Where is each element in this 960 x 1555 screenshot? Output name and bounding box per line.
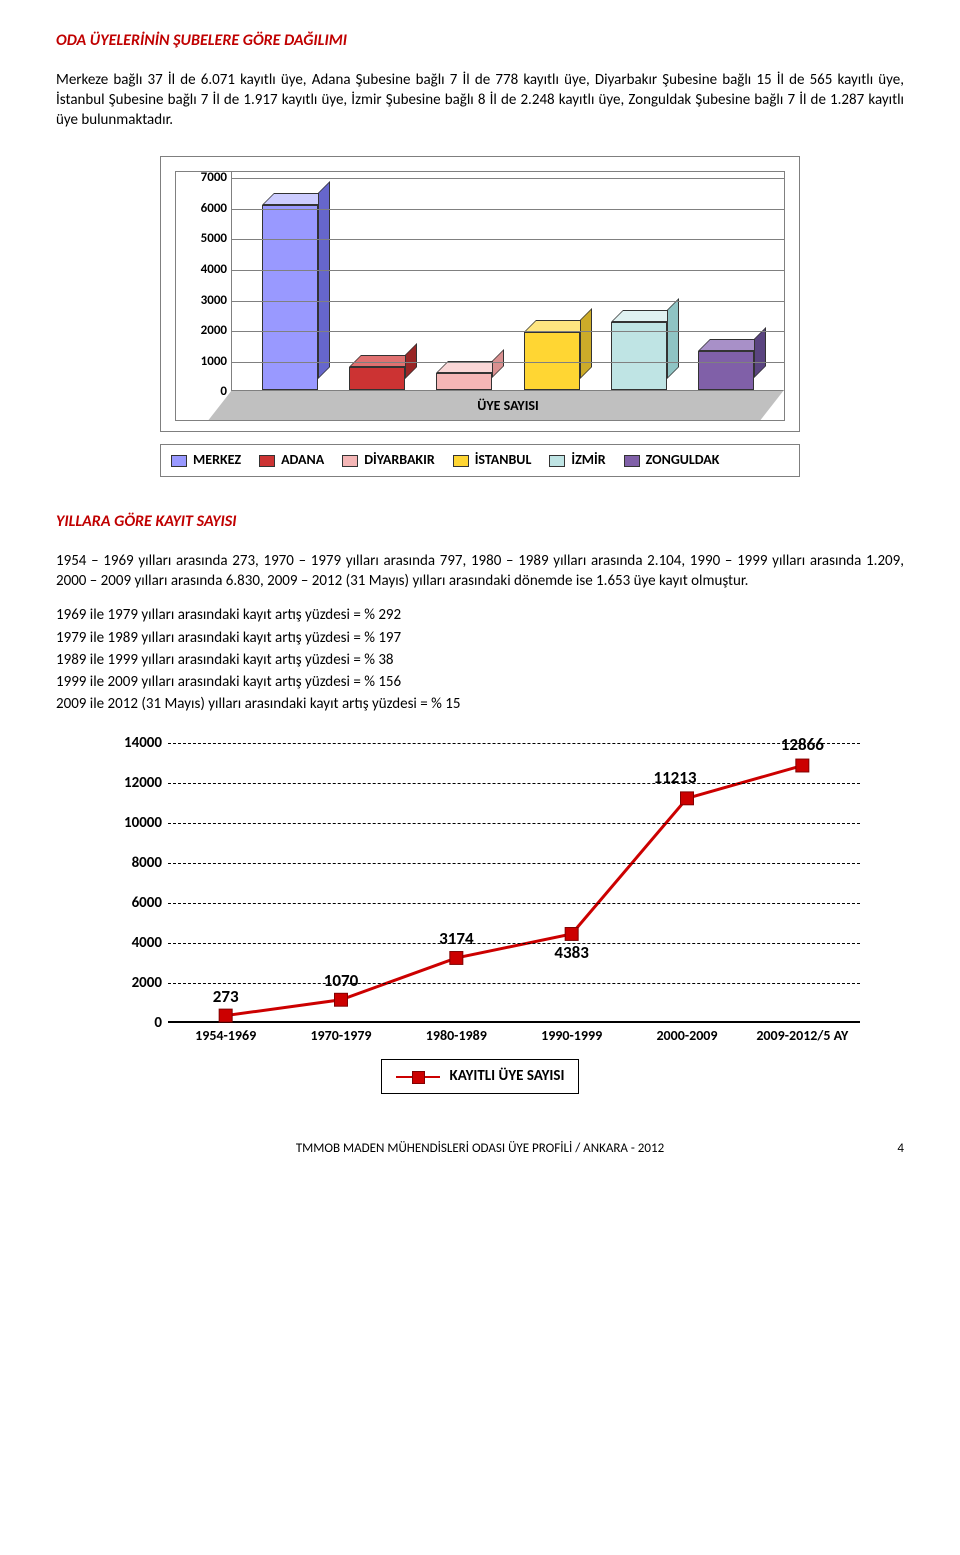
line-legend-marker	[396, 1076, 440, 1078]
line-data-label: 4383	[554, 942, 588, 965]
bar-chart-outer: 01000200030004000500060007000 ÜYE SAYISI	[160, 156, 800, 432]
line-ytick-label: 14000	[124, 732, 162, 752]
line-marker	[565, 927, 578, 940]
bar-gridline	[232, 301, 784, 302]
bar-gridline	[232, 362, 784, 363]
line-chart-plotarea: 02000400060008000100001200014000 2731070…	[100, 743, 860, 1023]
legend-label: DİYARBAKIR	[364, 451, 434, 470]
line-ytick-label: 6000	[132, 892, 162, 912]
line-data-label: 273	[213, 986, 239, 1009]
bar-chart-yaxis: 01000200030004000500060007000	[176, 172, 232, 420]
bar-ytick-label: 1000	[201, 353, 227, 371]
line-chart-xlabels: 1954-19691970-19791980-19891990-19992000…	[168, 1023, 860, 1046]
line-legend-label: KAYITLI ÜYE SAYISI	[450, 1066, 565, 1086]
growth-line: 1999 ile 2009 yılları arasındaki kayıt a…	[56, 672, 904, 692]
line-data-label: 11213	[653, 767, 696, 790]
line-ytick-label: 4000	[132, 932, 162, 952]
legend-swatch	[549, 455, 565, 467]
page-footer: TMMOB MADEN MÜHENDİSLERİ ODASI ÜYE PROFİ…	[56, 1140, 904, 1158]
growth-percentages: 1969 ile 1979 yılları arasındaki kayıt a…	[56, 605, 904, 714]
line-gridline	[168, 743, 860, 744]
legend-item-i̇stanbul: İSTANBUL	[453, 451, 532, 470]
line-ytick-label: 12000	[124, 772, 162, 792]
line-gridline	[168, 783, 860, 784]
line-ytick-label: 10000	[124, 812, 162, 832]
legend-label: ADANA	[281, 451, 324, 470]
legend-label: İSTANBUL	[475, 451, 532, 470]
line-marker	[219, 1009, 232, 1022]
bar-gridline	[232, 209, 784, 210]
bar-chart-plot: 01000200030004000500060007000 ÜYE SAYISI	[175, 171, 785, 421]
bar-chart-legend: MERKEZ ADANA DİYARBAKIR İSTANBUL İZMİR ZONGUL…	[160, 444, 800, 477]
bar-ytick-label: 7000	[201, 170, 227, 188]
bar-gridline	[232, 239, 784, 240]
bar-adana	[349, 367, 405, 391]
legend-item-zonguldak: ZONGULDAK	[624, 451, 720, 470]
line-xtick-label: 1954-1969	[168, 1023, 283, 1046]
legend-label: ZONGULDAK	[646, 451, 720, 470]
growth-line: 1989 ile 1999 yılları arasındaki kayıt a…	[56, 650, 904, 670]
footer-text: TMMOB MADEN MÜHENDİSLERİ ODASI ÜYE PROFİ…	[296, 1141, 664, 1156]
bar-ytick-label: 5000	[201, 231, 227, 249]
line-gridline	[168, 823, 860, 824]
bar-ytick-label: 4000	[201, 261, 227, 279]
legend-item-di̇yarbakir: DİYARBAKIR	[342, 451, 434, 470]
line-xtick-label: 2009-2012/5 AY	[745, 1023, 860, 1046]
line-ytick-label: 8000	[132, 852, 162, 872]
bar-gridline	[232, 331, 784, 332]
line-gridline	[168, 863, 860, 864]
bar-ytick-label: 2000	[201, 322, 227, 340]
growth-line: 1969 ile 1979 yılları arasındaki kayıt a…	[56, 605, 904, 625]
legend-item-merkez: MERKEZ	[171, 451, 241, 470]
line-ytick-label: 2000	[132, 972, 162, 992]
line-xtick-label: 1980-1989	[399, 1023, 514, 1046]
legend-label: MERKEZ	[193, 451, 241, 470]
line-ytick-label: 0	[154, 1012, 162, 1032]
line-series	[226, 765, 803, 1015]
bar-gridline	[232, 178, 784, 179]
growth-line: 1979 ile 1989 yılları arasındaki kayıt a…	[56, 628, 904, 648]
bar-chart-container: 01000200030004000500060007000 ÜYE SAYISI…	[160, 156, 800, 477]
legend-label: İZMİR	[571, 451, 605, 470]
line-data-label: 3174	[439, 928, 473, 951]
bar-zonguldak	[698, 351, 754, 390]
line-chart-legend: KAYITLI ÜYE SAYISI	[381, 1059, 580, 1093]
line-chart-svg	[168, 743, 860, 1021]
bar-ytick-label: 6000	[201, 200, 227, 218]
legend-item-adana: ADANA	[259, 451, 324, 470]
bar-chart-xlabel: ÜYE SAYISI	[232, 397, 784, 416]
section-title-1: ODA ÜYELERİNİN ŞUBELERE GÖRE DAĞILIMI	[56, 30, 904, 52]
section-title-2: YILLARA GÖRE KAYIT SAYISI	[56, 511, 904, 533]
line-marker	[335, 993, 348, 1006]
line-chart-yaxis: 02000400060008000100001200014000	[100, 743, 168, 1023]
line-xtick-label: 1990-1999	[514, 1023, 629, 1046]
line-gridline	[168, 943, 860, 944]
bar-ytick-label: 3000	[201, 292, 227, 310]
line-chart-container: 02000400060008000100001200014000 2731070…	[100, 743, 860, 1094]
bar-chart-bars	[232, 178, 784, 390]
legend-swatch	[342, 455, 358, 467]
line-data-label: 1070	[324, 970, 358, 993]
bar-gridline	[232, 270, 784, 271]
bar-di̇yarbakir	[436, 373, 492, 390]
line-marker	[450, 951, 463, 964]
line-gridline	[168, 983, 860, 984]
line-xtick-label: 1970-1979	[283, 1023, 398, 1046]
paragraph-1: Merkeze bağlı 37 İl de 6.071 kayıtlı üye…	[56, 70, 904, 131]
line-gridline	[168, 903, 860, 904]
growth-line: 2009 ile 2012 (31 Mayıs) yılları arasınd…	[56, 694, 904, 714]
line-marker	[681, 791, 694, 804]
page-number: 4	[897, 1140, 904, 1158]
line-marker	[796, 759, 809, 772]
legend-swatch	[259, 455, 275, 467]
legend-swatch	[171, 455, 187, 467]
line-chart-plot: 2731070317443831121312866	[168, 743, 860, 1023]
legend-swatch	[453, 455, 469, 467]
legend-swatch	[624, 455, 640, 467]
bar-chart-plotarea: ÜYE SAYISI	[232, 172, 784, 420]
legend-item-i̇zmi̇r: İZMİR	[549, 451, 605, 470]
paragraph-2: 1954 – 1969 yılları arasında 273, 1970 –…	[56, 551, 904, 592]
line-data-label: 12866	[781, 734, 824, 757]
line-xtick-label: 2000-2009	[629, 1023, 744, 1046]
